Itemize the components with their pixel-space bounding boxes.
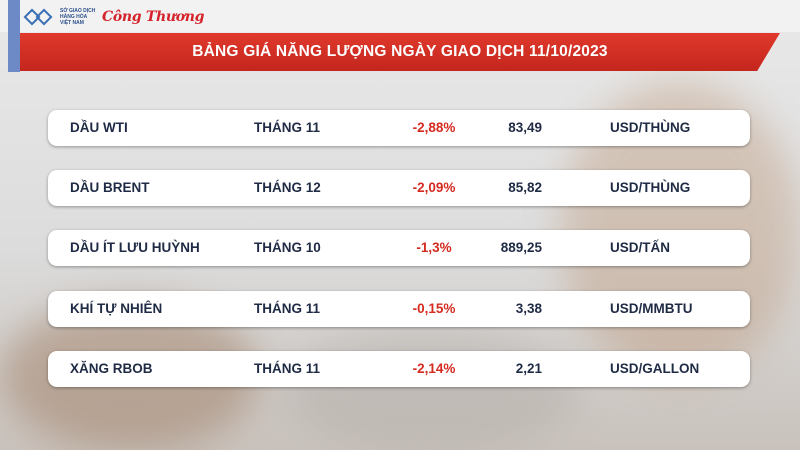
header-logo: SỞ GIAO DỊCH HÀNG HÓA VIỆT NAM Công Thươ… <box>23 6 205 28</box>
exchange-logo-icon <box>23 8 54 26</box>
contract-month: THÁNG 10 <box>254 240 321 255</box>
price-row: DẦU BRENT THÁNG 12 -2,09% 85,82 USD/THÙN… <box>48 170 750 206</box>
price-value: 83,49 <box>508 120 542 135</box>
left-accent-bar <box>8 0 20 72</box>
commodity-name: XĂNG RBOB <box>70 361 153 376</box>
contract-month: THÁNG 11 <box>254 120 321 135</box>
price-row: XĂNG RBOB THÁNG 11 -2,14% 2,21 USD/GALLO… <box>48 351 750 387</box>
commodity-name: DẦU WTI <box>70 120 128 135</box>
price-change: -2,88% <box>412 120 456 135</box>
price-row: DẦU ÍT LƯU HUỲNH THÁNG 10 -1,3% 889,25 U… <box>48 230 750 266</box>
price-value: 85,82 <box>508 180 542 195</box>
page-title: BẢNG GIÁ NĂNG LƯỢNG NGÀY GIAO DỊCH 11/10… <box>192 43 608 60</box>
price-row: KHÍ TỰ NHIÊN THÁNG 11 -0,15% 3,38 USD/MM… <box>48 291 750 327</box>
price-change: -1,3% <box>416 240 452 255</box>
title-banner: BẢNG GIÁ NĂNG LƯỢNG NGÀY GIAO DỊCH 11/10… <box>20 33 780 71</box>
brand-logo: Công Thương <box>102 9 205 25</box>
price-unit: USD/THÙNG <box>610 180 691 195</box>
contract-month: THÁNG 12 <box>254 180 321 195</box>
price-unit: USD/THÙNG <box>610 120 691 135</box>
price-unit: USD/MMBTU <box>610 301 693 316</box>
commodity-name: DẦU ÍT LƯU HUỲNH <box>70 240 200 255</box>
header-bar <box>0 0 800 32</box>
contract-month: THÁNG 11 <box>254 361 321 376</box>
contract-month: THÁNG 11 <box>254 301 321 316</box>
price-change: -2,14% <box>412 361 456 376</box>
price-unit: USD/GALLON <box>610 361 700 376</box>
price-change: -0,15% <box>412 301 456 316</box>
background-decoration <box>280 330 580 450</box>
price-unit: USD/TẤN <box>610 240 670 255</box>
price-row: DẦU WTI THÁNG 11 -2,88% 83,49 USD/THÙNG <box>48 110 750 146</box>
price-change: -2,09% <box>412 180 456 195</box>
commodity-name: KHÍ TỰ NHIÊN <box>70 301 163 316</box>
price-value: 2,21 <box>515 361 542 376</box>
price-value: 3,38 <box>515 301 542 316</box>
commodity-name: DẦU BRENT <box>70 180 150 195</box>
price-value: 889,25 <box>500 240 542 255</box>
exchange-logo-text: SỞ GIAO DỊCH HÀNG HÓA VIỆT NAM <box>60 8 96 26</box>
